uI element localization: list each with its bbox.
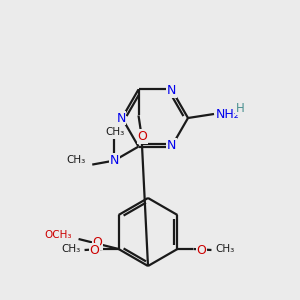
Text: OCH₃: OCH₃ — [44, 230, 72, 240]
Text: N: N — [167, 84, 176, 97]
Text: O: O — [90, 244, 100, 256]
Text: N: N — [116, 112, 126, 124]
Text: NH₂: NH₂ — [216, 109, 240, 122]
Text: CH₃: CH₃ — [106, 127, 125, 136]
Text: O: O — [138, 130, 147, 143]
Text: O: O — [196, 244, 206, 256]
Text: O: O — [93, 236, 103, 250]
Text: CH₃: CH₃ — [61, 244, 81, 254]
Text: CH₃: CH₃ — [215, 244, 235, 254]
Text: H: H — [236, 101, 244, 115]
Text: N: N — [167, 139, 176, 152]
Text: CH₃: CH₃ — [66, 154, 85, 165]
Text: N: N — [110, 154, 119, 167]
